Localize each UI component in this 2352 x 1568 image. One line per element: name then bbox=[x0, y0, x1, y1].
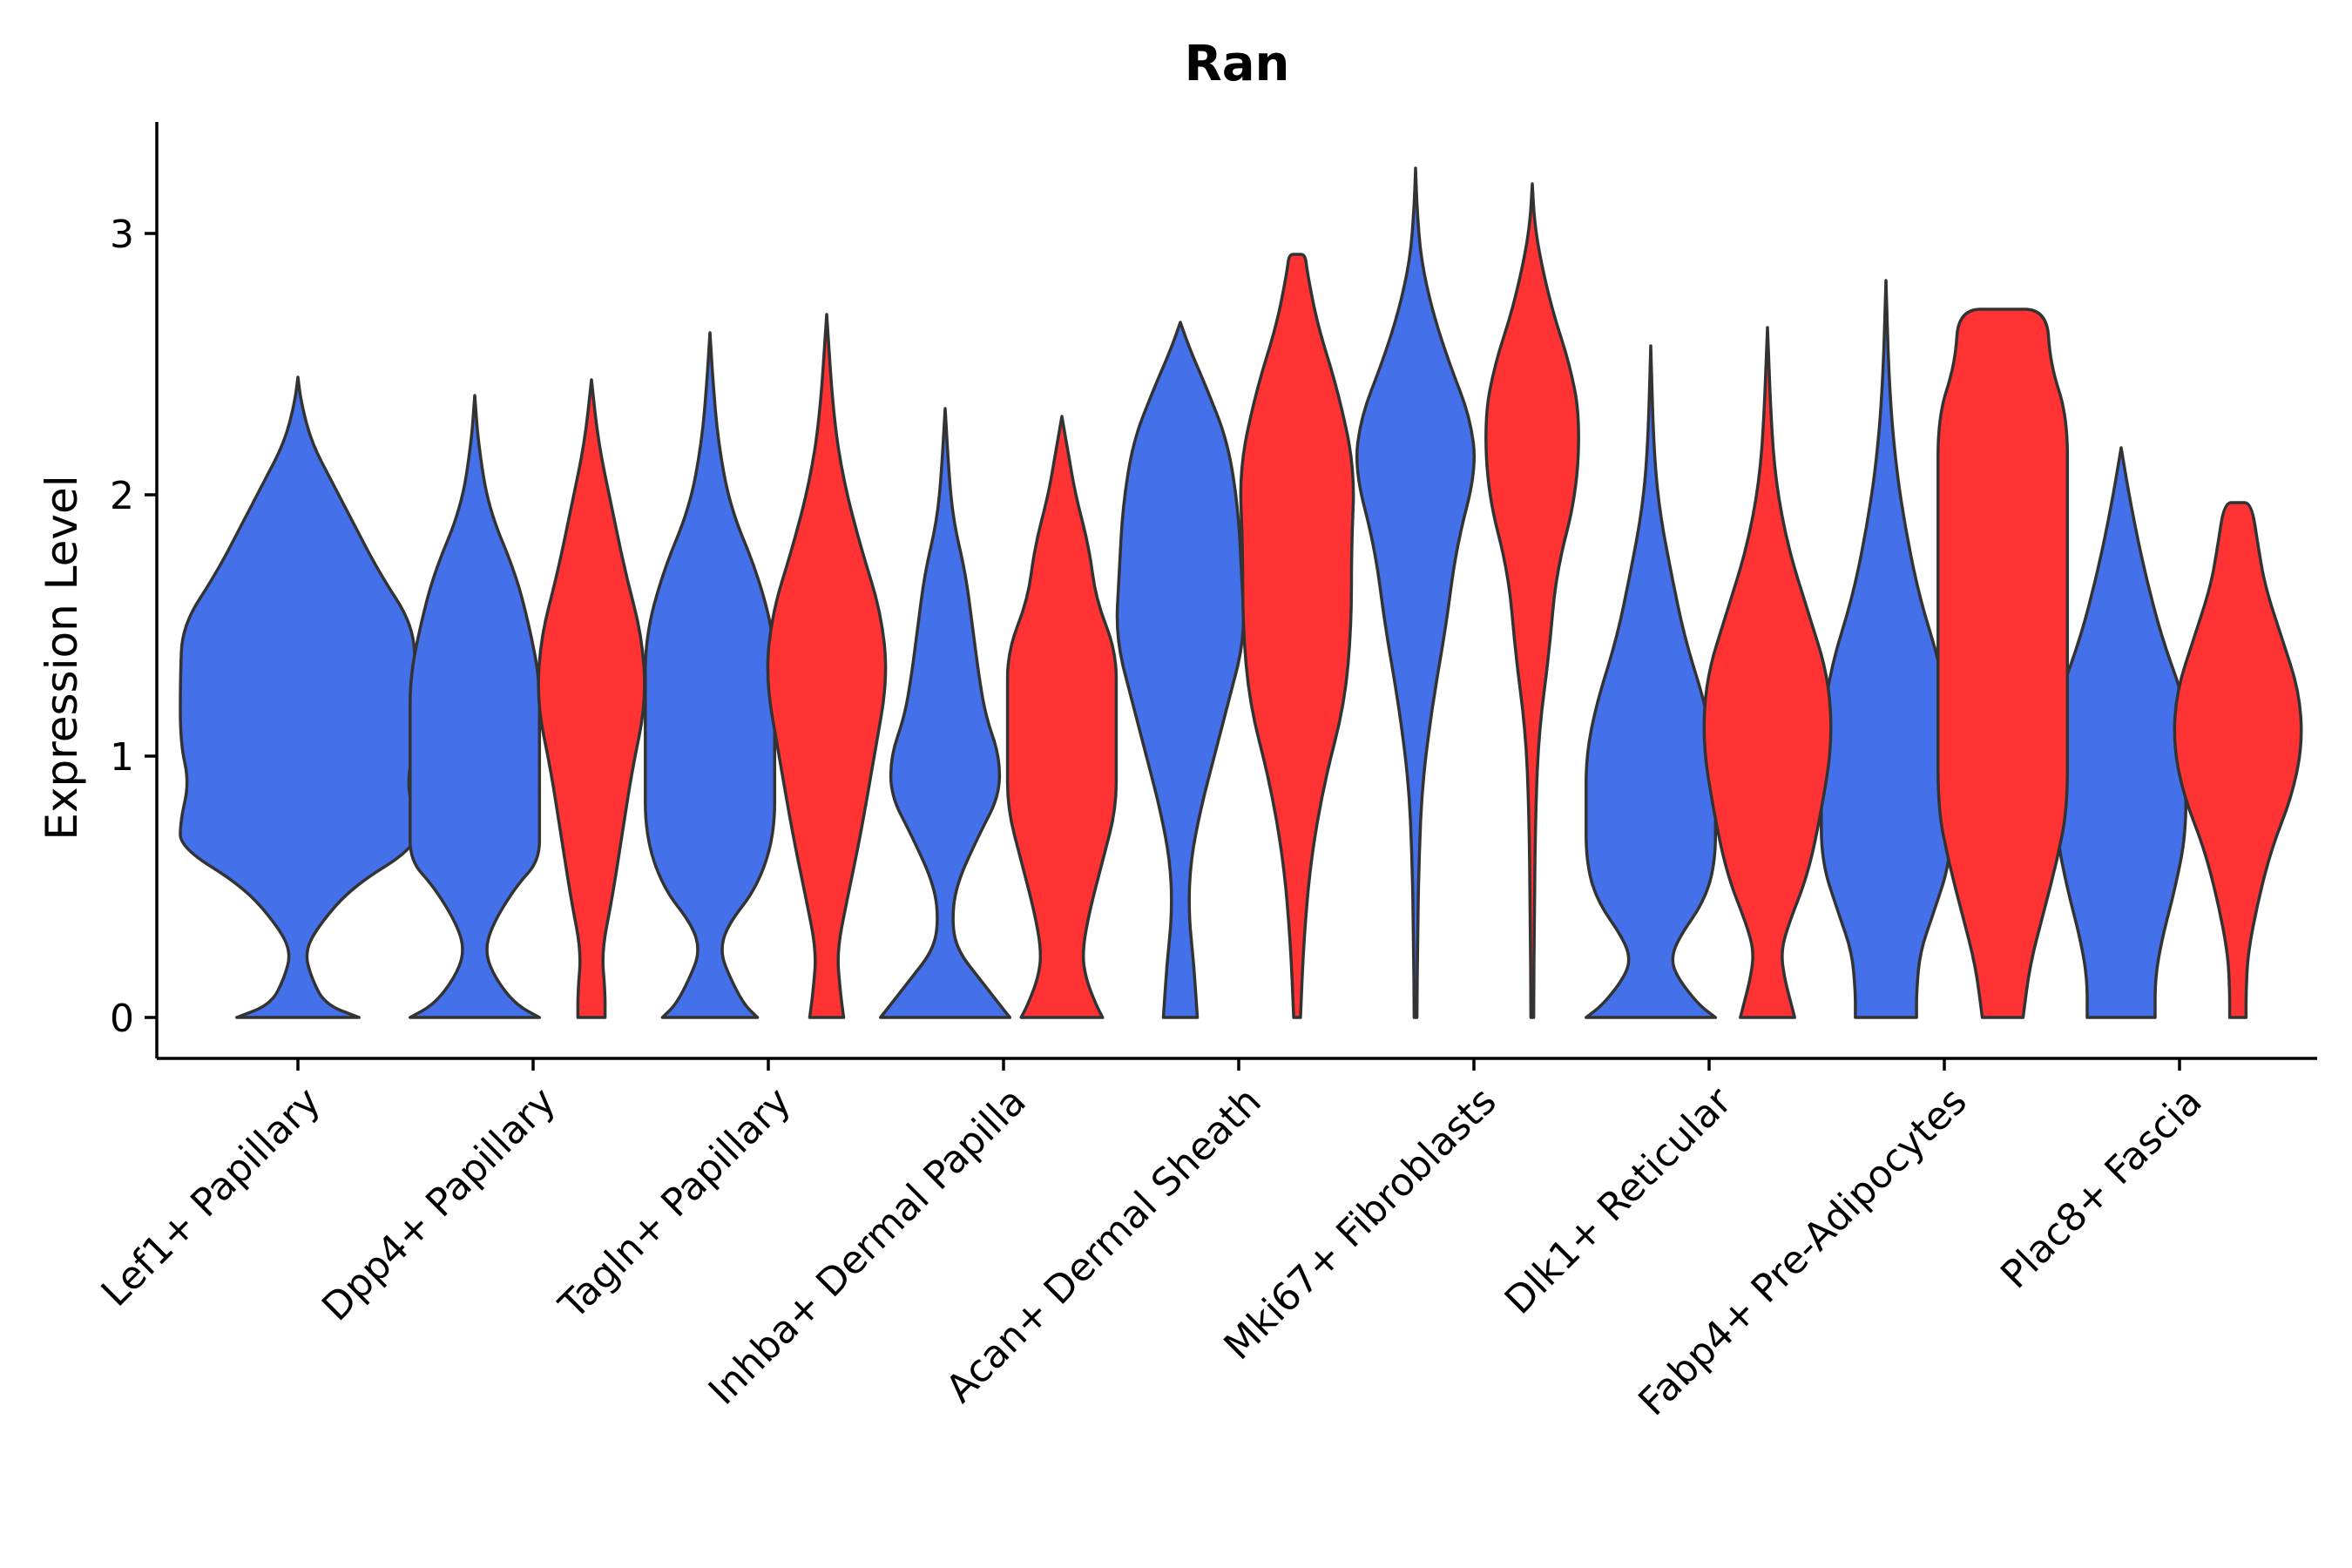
violin-blue-plac8-fascia bbox=[2055, 446, 2188, 1019]
x-tick-label: Dpp4+ Papillary bbox=[314, 1079, 564, 1330]
chart-title: Ran bbox=[1185, 36, 1290, 92]
violin-red-inhba-dermal-papilla bbox=[1005, 415, 1119, 1019]
violin-blue-dpp4-papillary bbox=[409, 394, 542, 1019]
y-axis-label: Expression Level bbox=[37, 475, 87, 840]
x-tick-label: Plac8+ Fascia bbox=[1992, 1079, 2211, 1298]
y-tick-label: 0 bbox=[110, 997, 134, 1041]
violin-blue-lef1-papillary bbox=[179, 375, 417, 1019]
violin-blue-mki67-fibroblasts bbox=[1355, 166, 1477, 1019]
y-tick-label: 1 bbox=[110, 735, 134, 780]
violin-red-fabp4-pre-adipocytes bbox=[1936, 308, 2070, 1019]
y-axis: 0 1 2 3 bbox=[110, 122, 159, 1058]
x-tick-label: Tagln+ Papillary bbox=[551, 1079, 800, 1328]
violin-blue-dlk1-reticular bbox=[1585, 344, 1718, 1019]
violin-red-dpp4-papillary bbox=[537, 378, 646, 1019]
y-tick-label: 2 bbox=[110, 474, 134, 518]
violin-blue-acan-dermal-sheath bbox=[1115, 321, 1246, 1019]
x-tick-label: Mki67+ Fibroblasts bbox=[1215, 1079, 1504, 1369]
violin-red-mki67-fibroblasts bbox=[1484, 182, 1580, 1019]
violin-layer bbox=[179, 166, 2303, 1019]
y-tick-label: 3 bbox=[110, 213, 134, 257]
x-tick-label: Dlk1+ Reticular bbox=[1497, 1078, 1741, 1323]
violin-red-plac8-fascia bbox=[2173, 501, 2303, 1019]
violin-red-acan-dermal-sheath bbox=[1239, 253, 1355, 1019]
violin-red-tagln-papillary bbox=[766, 313, 888, 1019]
violin-blue-inhba-dermal-papilla bbox=[879, 407, 1012, 1019]
violin-blue-fabp4-pre-adipocytes bbox=[1820, 279, 1953, 1019]
x-tick-label: Lef1+ Papillary bbox=[93, 1079, 329, 1315]
violin-red-dlk1-reticular bbox=[1702, 326, 1833, 1019]
violin-blue-tagln-papillary bbox=[644, 331, 777, 1019]
